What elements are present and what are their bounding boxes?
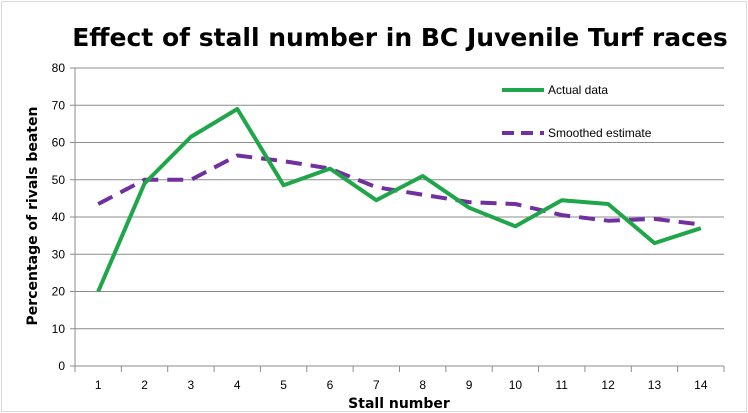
y-tick-label: 30	[52, 247, 66, 261]
x-tick-label: 12	[601, 378, 615, 392]
legend-label: Smoothed estimate	[548, 126, 652, 140]
actual-data-line	[96, 107, 702, 293]
x-tick-label: 2	[141, 378, 148, 392]
x-tick-label: 7	[373, 378, 380, 392]
x-axis-title: Stall number	[348, 396, 450, 411]
x-tick-label: 5	[280, 378, 287, 392]
y-tick-label: 50	[52, 173, 66, 187]
x-tick-label: 14	[694, 378, 708, 392]
y-tick-label: 80	[52, 61, 66, 75]
x-tick-label: 3	[188, 378, 195, 392]
chart-title: Effect of stall number in BC Juvenile Tu…	[72, 23, 728, 52]
y-tick-label: 10	[52, 322, 66, 336]
y-tick-label: 70	[52, 98, 66, 112]
x-tick-label: 4	[234, 378, 241, 392]
y-tick-label: 40	[52, 210, 66, 224]
y-tick-label: 20	[52, 285, 66, 299]
x-tick-label: 11	[556, 378, 569, 392]
series-lines	[96, 107, 702, 293]
legend: Actual data Smoothed estimate	[502, 83, 652, 140]
grid-lines	[75, 67, 724, 330]
x-tick-label: 8	[419, 378, 426, 392]
x-tick-label: 10	[509, 378, 523, 392]
x-tick-label: 6	[327, 378, 334, 392]
y-tick-label: 60	[52, 136, 66, 150]
x-tick-label: 9	[466, 378, 473, 392]
smoothed-estimate-line	[97, 153, 702, 227]
y-tick-label: 0	[58, 359, 65, 373]
y-axis-title: Percentage of rivals beaten	[25, 107, 41, 326]
x-tick-label: 13	[648, 378, 662, 392]
x-tick-label: 1	[95, 378, 102, 392]
legend-label: Actual data	[548, 83, 608, 97]
